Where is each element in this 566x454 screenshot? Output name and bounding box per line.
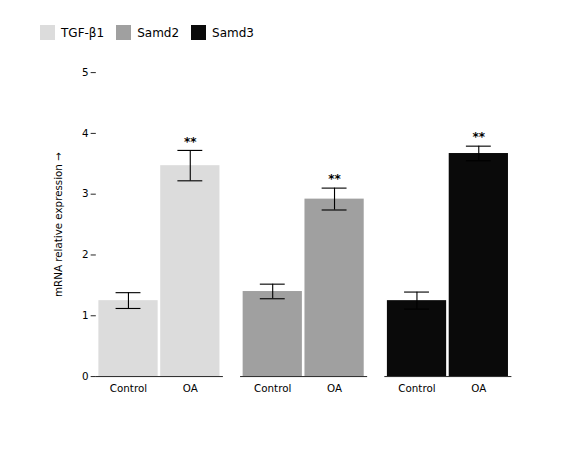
svg-text:Control: Control xyxy=(110,382,147,394)
svg-text:**: ** xyxy=(184,135,197,149)
svg-text:OA: OA xyxy=(471,382,486,394)
svg-text:3: 3 xyxy=(82,187,89,199)
svg-text:**: ** xyxy=(328,172,341,186)
svg-text:0: 0 xyxy=(82,370,89,382)
svg-text:1: 1 xyxy=(82,309,89,321)
html-text:Samd3: Samd3 xyxy=(212,25,254,40)
svg-text:mRNA relative expression →: mRNA relative expression → xyxy=(52,152,64,297)
svg-text:Control: Control xyxy=(398,382,435,394)
html-text:TGF-β1: TGF-β1 xyxy=(61,25,105,40)
svg-text:5: 5 xyxy=(82,66,89,78)
svg-text:**: ** xyxy=(472,130,485,144)
svg-text:2: 2 xyxy=(82,248,89,260)
svg-text:4: 4 xyxy=(82,127,89,139)
html-text:Samd2: Samd2 xyxy=(137,25,180,40)
svg-text:OA: OA xyxy=(183,382,198,394)
svg-text:Control: Control xyxy=(254,382,291,394)
svg-text:OA: OA xyxy=(327,382,342,394)
